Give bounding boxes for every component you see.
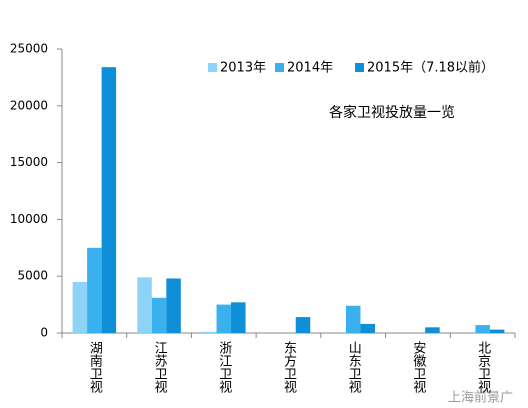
y-tick-label: 20000	[10, 98, 48, 112]
x-tick-label: 安徽卫视	[410, 341, 426, 393]
bar	[72, 281, 88, 333]
legend-swatch	[355, 63, 364, 72]
legend-label: 2013年	[220, 61, 266, 76]
x-tick-label: 北京卫视	[475, 341, 491, 393]
y-tick-label: 5000	[17, 269, 48, 283]
chart-title: 各家卫视投放量一览	[329, 104, 455, 121]
bar	[166, 278, 181, 333]
y-tick-label: 0	[40, 326, 48, 340]
bar	[151, 297, 167, 333]
legend-label: 2014年	[287, 61, 333, 76]
bar	[475, 325, 490, 333]
x-tick-label: 东方卫视	[281, 341, 297, 393]
bar	[87, 247, 102, 333]
bar	[137, 277, 152, 333]
bar	[216, 304, 232, 333]
bar	[101, 67, 117, 334]
bar	[360, 323, 375, 333]
y-tick-label: 15000	[10, 155, 48, 169]
legend-swatch	[208, 63, 217, 72]
bar	[295, 317, 311, 333]
x-tick-label: 浙江卫视	[216, 341, 232, 393]
legend-swatch	[275, 63, 284, 72]
watermark: 上海前景广	[448, 390, 513, 406]
y-tick-label: 25000	[10, 42, 48, 56]
bar	[231, 302, 246, 333]
bar	[345, 305, 361, 333]
bar	[489, 329, 505, 333]
legend-label: 2015年（7.18以前）	[367, 60, 494, 76]
y-tick-label: 10000	[10, 212, 48, 226]
x-tick-label: 山东卫视	[346, 341, 362, 393]
bar	[202, 331, 217, 333]
x-tick-label: 江苏卫视	[152, 341, 168, 393]
bar	[425, 327, 440, 333]
x-tick-label: 湖南卫视	[87, 341, 103, 393]
